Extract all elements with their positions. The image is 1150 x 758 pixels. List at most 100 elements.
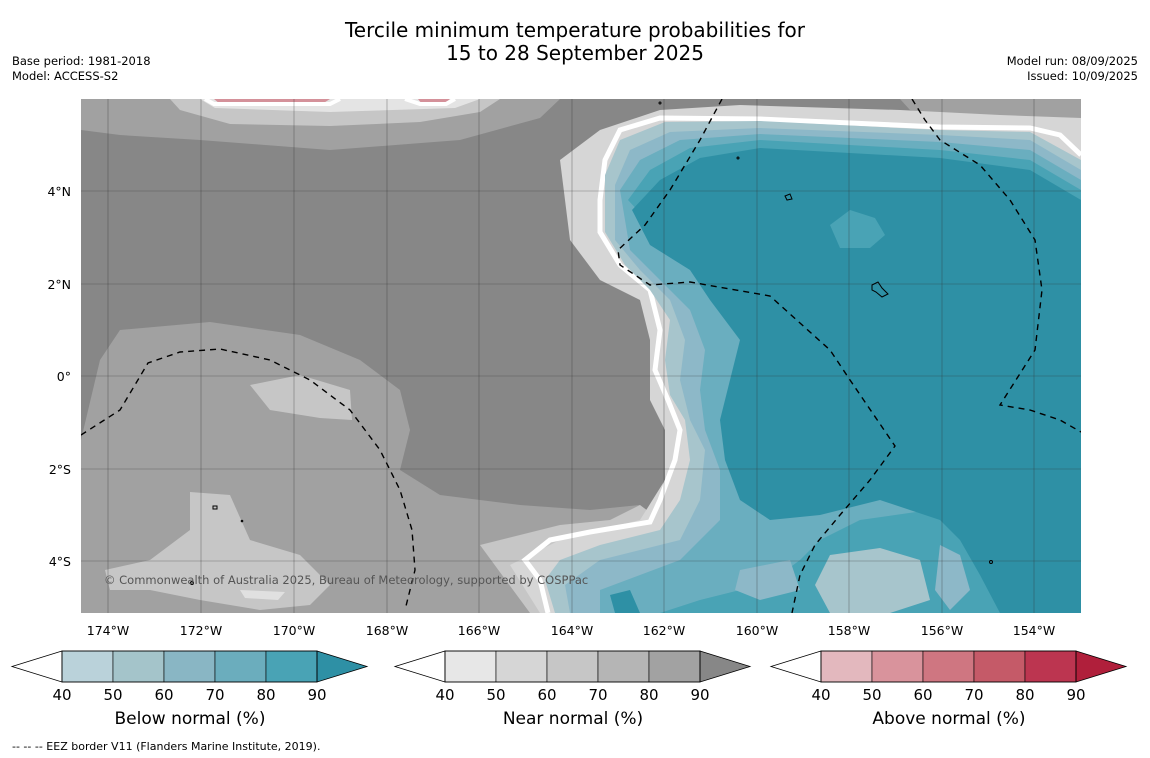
colorbar-segment <box>871 650 924 683</box>
lat-label: 4°S <box>49 554 71 569</box>
colorbar-below: 40 50 60 70 80 90 <box>10 650 369 704</box>
near-normal-top-right <box>900 99 1081 150</box>
lon-label: 174°W <box>87 623 129 638</box>
colorbar-tick-label: 70 <box>588 686 607 704</box>
colorbar-tick-label: 60 <box>537 686 556 704</box>
probability-field <box>81 99 1081 613</box>
base-period-text: Base period: 1981-2018 <box>12 54 151 68</box>
colorbar-outline <box>444 650 701 683</box>
colorbar-segment <box>546 650 599 683</box>
white-contour-top-2 <box>404 99 456 106</box>
lon-label: 160°W <box>736 623 778 638</box>
colorbar-title-below: Below normal (%) <box>114 709 266 729</box>
colorbar-segment <box>444 650 497 683</box>
eez-footnote: -- -- -- EEZ border V11 (Flanders Marine… <box>12 740 321 753</box>
near-normal-lower-left-light-2 <box>105 492 330 610</box>
colorbar-tick-label: 60 <box>154 686 173 704</box>
below-normal-80-island <box>830 210 885 248</box>
lat-labels: 4°N 2°N 0° 2°S 4°S <box>47 184 71 569</box>
island-8 <box>240 519 244 523</box>
lat-label: 0° <box>57 369 71 384</box>
colorbar-segment <box>597 650 650 683</box>
lon-label: 166°W <box>458 623 500 638</box>
colorbars: 40 50 60 70 80 90 40 50 60 70 80 90 40 50 60 70 80 90 <box>10 650 1128 704</box>
meta-right: Model run: 08/09/2025 Issued: 10/09/2025 <box>1007 54 1138 84</box>
colorbar-segment <box>973 650 1026 683</box>
colorbar-segment <box>820 650 873 683</box>
islands <box>190 101 993 585</box>
colorbar-segment <box>495 650 548 683</box>
issued-text: Issued: 10/09/2025 <box>1027 69 1138 83</box>
gridlines <box>81 99 1081 613</box>
island-1 <box>784 193 793 201</box>
below-normal-90b <box>632 148 1081 613</box>
colorbar-outline <box>61 650 318 683</box>
colorbar-tick-label: 80 <box>639 686 658 704</box>
colorbar-outline <box>820 650 1077 683</box>
lat-label: 4°N <box>47 184 71 199</box>
near-normal-lower-left-lightest <box>240 590 285 600</box>
lon-label: 158°W <box>828 623 870 638</box>
colorbar-title-above: Above normal (%) <box>872 709 1026 729</box>
lon-labels: 174°W 172°W 170°W 168°W 166°W 164°W 162°… <box>87 623 1055 638</box>
colorbar-tick-label: 50 <box>103 686 122 704</box>
colorbar-tick-label: 40 <box>52 686 71 704</box>
colorbar-extend-low <box>10 650 63 683</box>
lon-label: 172°W <box>180 623 222 638</box>
colorbar-above: 40 50 60 70 80 90 <box>769 650 1128 704</box>
lon-label: 156°W <box>921 623 963 638</box>
lon-label: 154°W <box>1013 623 1055 638</box>
colorbar-segment <box>112 650 165 683</box>
colorbar-tick-label: 50 <box>486 686 505 704</box>
copyright-text: © Commonwealth of Australia 2025, Bureau… <box>104 573 588 587</box>
lon-label: 164°W <box>551 623 593 638</box>
colorbar-segment <box>648 650 701 683</box>
island-3 <box>212 505 218 510</box>
below-normal-lower-light <box>735 560 800 600</box>
eez-border-east <box>911 99 1081 433</box>
below-normal-white-contour <box>521 115 1081 613</box>
lon-label: 162°W <box>643 623 685 638</box>
colorbar-segment <box>214 650 267 683</box>
below-normal-lower-right-light <box>815 548 930 613</box>
model-text: Model: ACCESS-S2 <box>12 69 119 83</box>
lon-label: 168°W <box>366 623 408 638</box>
island-7 <box>989 560 993 564</box>
colorbar-tick-label: 70 <box>964 686 983 704</box>
colorbar-tick-label: 90 <box>307 686 326 704</box>
colorbar-extend-high <box>1075 650 1128 683</box>
colorbar-tick-label: 80 <box>1015 686 1034 704</box>
lat-label: 2°N <box>47 277 71 292</box>
colorbar-segment <box>61 650 114 683</box>
white-contour-top-1 <box>204 99 341 106</box>
island-2 <box>871 281 889 298</box>
lon-label: 170°W <box>273 623 315 638</box>
meta-left: Base period: 1981-2018 Model: ACCESS-S2 <box>12 54 151 84</box>
colorbar-tick-label: 90 <box>690 686 709 704</box>
island-5 <box>736 156 740 160</box>
colorbar-tick-label: 40 <box>435 686 454 704</box>
island-6 <box>190 581 194 585</box>
eez-borders <box>81 99 1081 613</box>
colorbar-tick-label: 80 <box>256 686 275 704</box>
colorbar-tick-label: 60 <box>913 686 932 704</box>
colorbar-segment <box>265 650 318 683</box>
model-run-text: Model run: 08/09/2025 <box>1006 54 1138 68</box>
colorbar-tick-label: 90 <box>1066 686 1085 704</box>
below-normal-bottom-dark <box>610 590 640 613</box>
colorbar-segment <box>163 650 216 683</box>
colorbar-tick-label: 40 <box>811 686 830 704</box>
island-4 <box>658 101 662 105</box>
colorbar-extend-high <box>699 650 752 683</box>
colorbar-extend-low <box>393 650 446 683</box>
colorbar-segment <box>1024 650 1077 683</box>
eez-border-west <box>81 348 416 611</box>
colorbar-tick-label: 50 <box>862 686 881 704</box>
near-normal-lower-left-light <box>250 375 352 420</box>
colorbar-segment <box>922 650 975 683</box>
colorbar-title-near: Near normal (%) <box>502 709 644 729</box>
map-title-line1: Tercile minimum temperature probabilitie… <box>344 18 806 42</box>
map-title-line2: 15 to 28 September 2025 <box>446 41 704 65</box>
colorbar-extend-high <box>316 650 369 683</box>
